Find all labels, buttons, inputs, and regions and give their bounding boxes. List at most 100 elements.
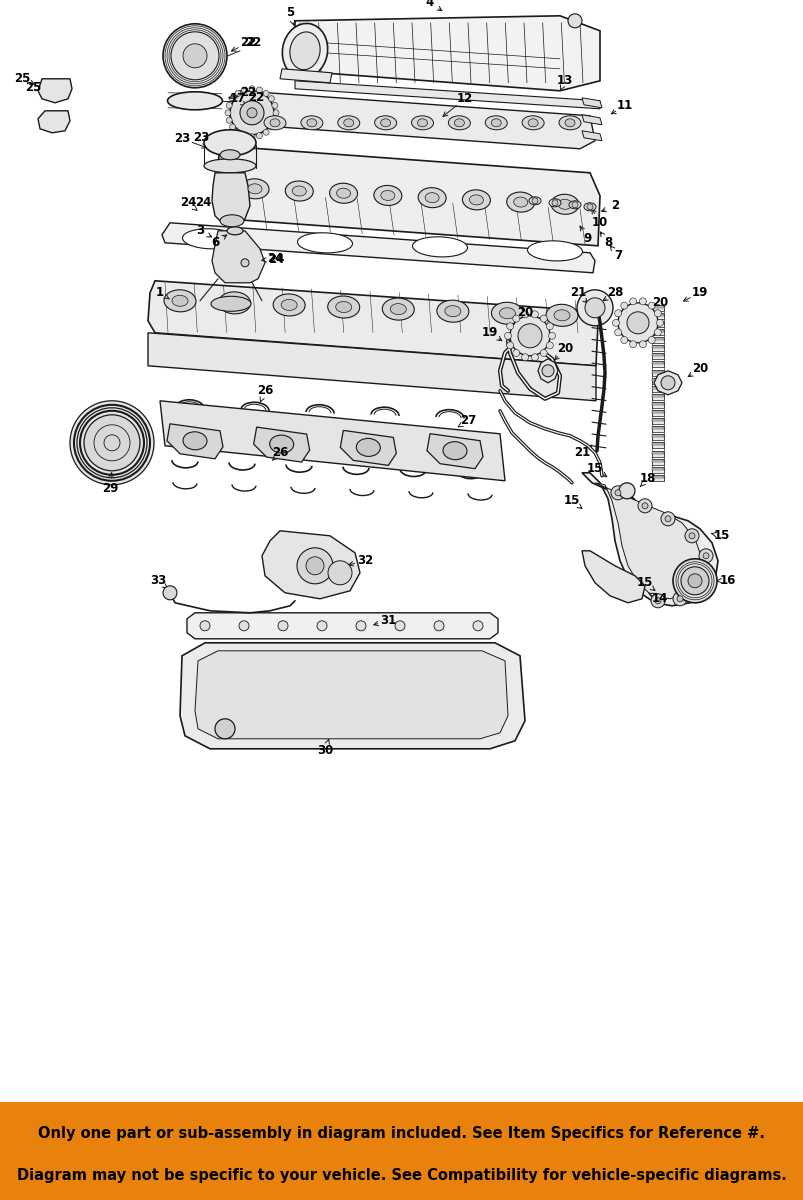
Ellipse shape [412, 236, 467, 257]
Circle shape [642, 503, 647, 509]
Bar [651, 475, 663, 478]
Ellipse shape [281, 300, 297, 311]
Ellipse shape [374, 115, 396, 130]
Circle shape [249, 134, 255, 140]
Polygon shape [38, 79, 72, 103]
Ellipse shape [553, 310, 569, 320]
Circle shape [552, 199, 557, 206]
Circle shape [664, 516, 671, 522]
Circle shape [676, 595, 683, 601]
Circle shape [638, 298, 646, 305]
Circle shape [273, 110, 279, 116]
Text: 9: 9 [583, 233, 591, 245]
Text: 24: 24 [195, 196, 211, 209]
Bar [651, 313, 663, 319]
Ellipse shape [300, 115, 323, 130]
Circle shape [512, 349, 519, 356]
Circle shape [509, 316, 549, 355]
Ellipse shape [550, 194, 578, 215]
Text: 2: 2 [610, 199, 618, 212]
Circle shape [84, 415, 140, 470]
Polygon shape [594, 482, 701, 599]
Ellipse shape [204, 158, 255, 173]
Polygon shape [148, 281, 597, 366]
Circle shape [650, 594, 664, 607]
Bar [651, 460, 663, 462]
Ellipse shape [263, 115, 286, 130]
Circle shape [660, 511, 675, 526]
Ellipse shape [485, 115, 507, 130]
Circle shape [278, 620, 287, 631]
Circle shape [94, 425, 130, 461]
Circle shape [256, 133, 262, 139]
Ellipse shape [381, 298, 414, 320]
Ellipse shape [491, 119, 500, 127]
Ellipse shape [269, 436, 293, 454]
Ellipse shape [548, 199, 560, 206]
Circle shape [183, 44, 206, 68]
Circle shape [271, 102, 278, 108]
Circle shape [268, 124, 274, 130]
Polygon shape [230, 91, 594, 149]
Bar [651, 306, 663, 308]
Bar [651, 412, 663, 413]
Text: 20: 20 [691, 362, 707, 376]
Circle shape [620, 302, 627, 310]
Ellipse shape [226, 298, 243, 308]
Bar [651, 410, 663, 416]
Text: 6: 6 [210, 236, 219, 250]
Ellipse shape [418, 187, 446, 208]
Circle shape [654, 310, 661, 317]
Circle shape [263, 90, 269, 96]
Circle shape [306, 557, 324, 575]
Bar [651, 329, 663, 335]
Ellipse shape [521, 115, 544, 130]
Circle shape [241, 86, 247, 92]
Text: 22: 22 [245, 36, 261, 49]
Bar [651, 468, 663, 469]
Text: 3: 3 [196, 224, 204, 238]
Bar [651, 475, 663, 481]
Text: Only one part or sub-assembly in diagram included. See Item Specifics for Refere: Only one part or sub-assembly in diagram… [39, 1126, 764, 1140]
Bar [651, 427, 663, 430]
Circle shape [620, 336, 627, 343]
Ellipse shape [583, 203, 595, 211]
Circle shape [234, 130, 241, 136]
Bar [651, 362, 663, 365]
Circle shape [532, 198, 537, 204]
Circle shape [688, 533, 694, 539]
Circle shape [356, 620, 365, 631]
FancyBboxPatch shape [0, 1102, 803, 1200]
Polygon shape [279, 68, 332, 83]
Text: 15: 15 [586, 462, 602, 475]
Text: 17: 17 [230, 92, 246, 106]
Text: 33: 33 [149, 575, 166, 587]
Ellipse shape [417, 119, 427, 127]
Circle shape [660, 376, 675, 390]
Ellipse shape [545, 305, 577, 326]
Circle shape [226, 118, 232, 124]
Text: 15: 15 [713, 529, 729, 542]
Ellipse shape [389, 304, 406, 314]
Text: 20: 20 [651, 296, 667, 310]
Circle shape [656, 319, 662, 326]
Circle shape [328, 560, 352, 584]
Ellipse shape [273, 294, 305, 316]
Polygon shape [212, 230, 265, 283]
Polygon shape [581, 98, 601, 108]
Circle shape [241, 259, 249, 266]
Ellipse shape [527, 241, 581, 260]
Text: 29: 29 [102, 482, 118, 496]
Text: 32: 32 [357, 554, 373, 568]
Circle shape [614, 490, 620, 496]
Polygon shape [653, 371, 681, 395]
Circle shape [614, 310, 621, 317]
Circle shape [654, 329, 661, 336]
Text: 19: 19 [691, 287, 707, 299]
Ellipse shape [448, 115, 470, 130]
Bar [651, 330, 663, 332]
Bar [651, 403, 663, 404]
Polygon shape [581, 131, 601, 140]
Text: 24: 24 [180, 197, 196, 209]
Circle shape [512, 316, 519, 322]
